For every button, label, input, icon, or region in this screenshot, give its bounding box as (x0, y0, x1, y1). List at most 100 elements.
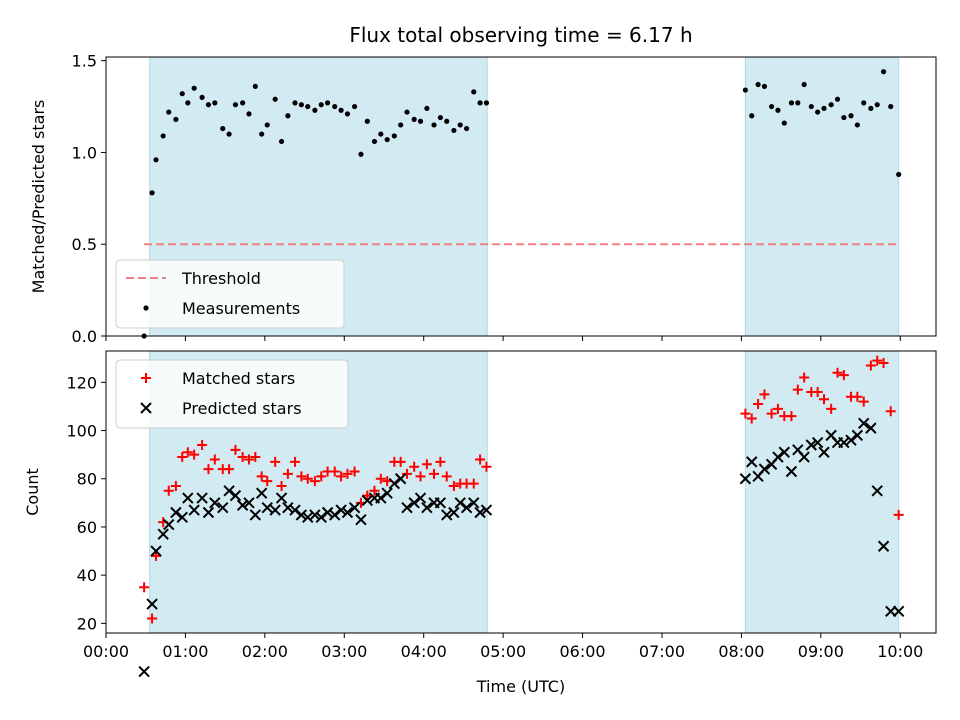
matched-point (395, 456, 406, 467)
measurement-point (768, 103, 775, 110)
matched-point (481, 461, 492, 472)
matched-point (309, 476, 320, 487)
y-axis-label: Count (23, 468, 42, 516)
measurement-point (398, 122, 404, 128)
matched-point (163, 485, 174, 496)
shaded-interval-1 (744, 56, 900, 337)
top-panel: 0.0 0.5 1.0 1.5 Matched/Predicted stars Thres… (29, 52, 937, 346)
predicted-point (454, 497, 466, 509)
matched-point (250, 452, 261, 463)
predicted-point (851, 429, 864, 442)
measurement-point (861, 100, 867, 106)
matched-point (375, 473, 386, 484)
matched-point (203, 464, 214, 475)
measurement-point (324, 100, 331, 106)
x-tick-label: 03:00 (321, 642, 367, 661)
predicted-point (309, 509, 321, 521)
y-tick-label: 100 (66, 422, 97, 441)
predicted-point (182, 492, 194, 504)
measurement-point (220, 125, 226, 132)
measurement-point (761, 83, 768, 89)
matched-point (812, 386, 823, 397)
measurement-point (264, 122, 270, 128)
predicted-point (746, 456, 758, 468)
legend: Threshold Measurements (115, 259, 345, 329)
measurement-point (451, 127, 457, 134)
matched-point (746, 413, 757, 424)
measurement-point (292, 100, 298, 106)
measurement-point (185, 100, 191, 106)
measurement-point (179, 91, 185, 97)
legend-box (115, 259, 345, 329)
matched-point (448, 480, 459, 491)
measurement-point (278, 138, 285, 145)
y-tick-label: 40 (77, 566, 97, 585)
predicted-point (375, 492, 387, 504)
matched-point (177, 452, 188, 463)
matched-point (270, 456, 281, 467)
measurement-point (437, 114, 443, 121)
measurement-point (444, 118, 450, 124)
matched-point (858, 396, 869, 407)
matched-point (766, 408, 777, 419)
x-tick-label: 01:00 (162, 642, 208, 661)
predicted-point (474, 506, 486, 519)
measurement-point (364, 118, 370, 124)
predicted-point (798, 451, 810, 463)
measurement-point (424, 105, 430, 111)
measurement-point (312, 107, 318, 113)
predicted-point (408, 497, 420, 509)
matched-point (429, 468, 440, 479)
matched-point (342, 468, 353, 479)
y-tick-label: 1.0 (72, 143, 97, 162)
matched-point (865, 360, 876, 371)
matched-point (276, 480, 287, 491)
measurement-point (848, 113, 854, 119)
predicted-point (805, 439, 818, 451)
measurement-point (378, 131, 384, 137)
shaded-interval-1 (744, 350, 900, 634)
matched-point (852, 391, 863, 402)
measurement-point (305, 103, 311, 110)
matched-point (349, 466, 360, 477)
measurement-point (821, 105, 827, 111)
measurement-point (896, 171, 902, 178)
predicted-point (361, 494, 374, 507)
matched-point (872, 355, 883, 366)
predicted-point (275, 492, 288, 504)
predicted-point (176, 511, 188, 524)
matched-point (182, 447, 193, 458)
measurement-point (854, 122, 860, 128)
predicted-point (818, 446, 830, 458)
predicted-point (421, 501, 433, 514)
measurement-point (795, 100, 801, 106)
measurement-point (808, 103, 814, 110)
x-tick-label: 06:00 (560, 642, 606, 661)
y-tick-label: 20 (77, 614, 97, 633)
predicted-point (202, 506, 215, 519)
predicted-point (355, 514, 367, 526)
predicted-point (858, 417, 870, 430)
predicted-point (335, 504, 347, 516)
predicted-point (223, 485, 235, 497)
measurement-point (153, 157, 159, 163)
predicted-point (170, 506, 182, 519)
measurement-point (352, 103, 358, 110)
matched-point (230, 444, 241, 455)
x-tick-label: 05:00 (480, 642, 526, 661)
x-axis-label: Time (UTC) (476, 677, 565, 696)
measurement-point (344, 111, 351, 117)
measurement-point (371, 138, 378, 145)
measurement-point (828, 102, 834, 108)
predicted-point (865, 422, 877, 434)
matched-point (189, 449, 200, 460)
measurement-point (384, 136, 390, 143)
predicted-point (892, 605, 905, 618)
predicted-point (150, 545, 162, 557)
measurement-point (463, 125, 470, 132)
predicted-point (146, 598, 158, 610)
bottom-panel: 20 40 60 80 100 120 00:00 01:00 02:00 03:00 04:00 0… (23, 350, 937, 696)
measurement-point (246, 111, 252, 117)
matched-point (759, 389, 770, 400)
